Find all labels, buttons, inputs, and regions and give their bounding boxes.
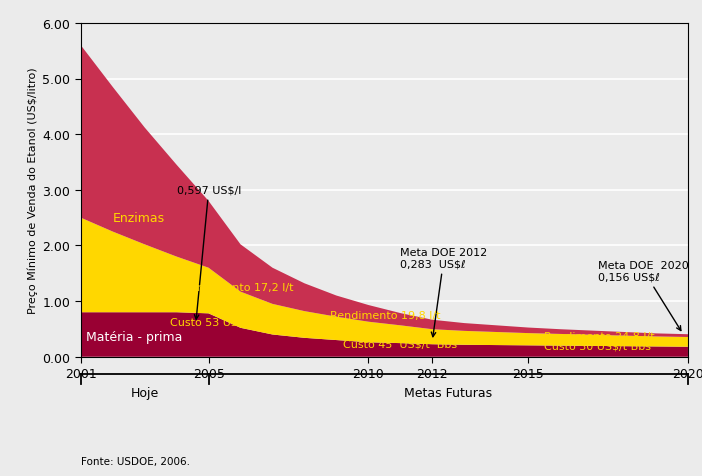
Text: Hoje: Hoje [131,386,159,399]
Text: Custo 53 US$/t  Bbs: Custo 53 US$/t Bbs [170,317,281,327]
Text: Meta DOE 2012
0,283  US$ℓ: Meta DOE 2012 0,283 US$ℓ [400,248,488,337]
Text: Rendimento 17,2 l/t: Rendimento 17,2 l/t [183,283,293,293]
Text: Matéria - prima: Matéria - prima [86,330,182,344]
Text: Metas Futuras: Metas Futuras [404,386,492,399]
Text: Custo 30 US$/t Bbs: Custo 30 US$/t Bbs [544,341,651,351]
Text: Custo 45  US$/t  Bbs: Custo 45 US$/t Bbs [343,339,457,349]
Text: Conversão: Conversão [113,265,179,278]
Text: Rendimento 24,8 l/t: Rendimento 24,8 l/t [544,331,655,341]
Text: Enzimas: Enzimas [113,212,165,225]
Text: 0,597 US$/l: 0,597 US$/l [177,185,241,319]
Text: Meta DOE  2020
0,156 US$ℓ: Meta DOE 2020 0,156 US$ℓ [599,261,689,331]
Text: Fonte: USDOE, 2006.: Fonte: USDOE, 2006. [81,456,190,466]
Y-axis label: Preço Mínimo de Venda do Etanol (US$/litro): Preço Mínimo de Venda do Etanol (US$/lit… [27,67,38,314]
Text: Rendimento 19,8 l/t: Rendimento 19,8 l/t [330,310,441,320]
